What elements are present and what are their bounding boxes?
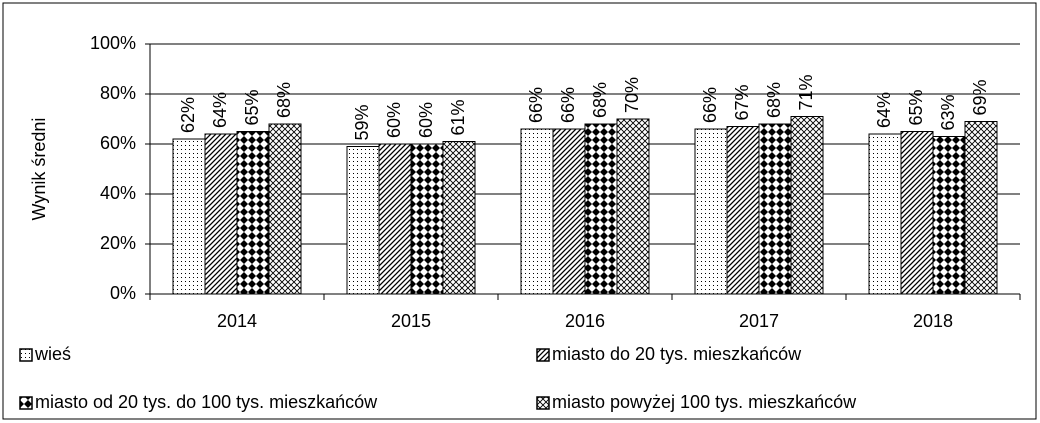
x-tick-label: 2016 bbox=[565, 311, 605, 331]
bar bbox=[790, 116, 824, 295]
bar bbox=[442, 141, 476, 295]
legend-label: miasto od 20 tys. do 100 tys. mieszkańcó… bbox=[35, 392, 378, 412]
bar bbox=[964, 121, 998, 295]
data-label: 62% bbox=[178, 97, 198, 133]
data-label: 65% bbox=[906, 89, 926, 125]
y-axis-title: Wynik średni bbox=[29, 118, 49, 221]
y-tick-label: 40% bbox=[100, 183, 136, 203]
bar bbox=[868, 133, 902, 295]
data-label: 67% bbox=[732, 84, 752, 120]
bar bbox=[694, 128, 728, 295]
y-tick-label: 80% bbox=[100, 83, 136, 103]
bar bbox=[268, 123, 302, 295]
data-label: 64% bbox=[210, 92, 230, 128]
data-label: 59% bbox=[352, 104, 372, 140]
bar bbox=[900, 131, 934, 295]
bar bbox=[172, 138, 206, 295]
data-label: 64% bbox=[874, 92, 894, 128]
data-label: 71% bbox=[796, 74, 816, 110]
data-label: 60% bbox=[416, 102, 436, 138]
bar bbox=[552, 128, 586, 295]
bar bbox=[410, 143, 444, 295]
legend-label: wieś bbox=[34, 344, 71, 364]
bar bbox=[726, 126, 760, 295]
bar bbox=[932, 136, 966, 295]
x-tick-label: 2015 bbox=[391, 311, 431, 331]
y-tick-label: 0% bbox=[110, 283, 136, 303]
legend-swatch bbox=[19, 396, 33, 410]
legend-swatch bbox=[19, 348, 33, 362]
bar bbox=[584, 123, 618, 295]
bar bbox=[204, 133, 238, 295]
data-label: 68% bbox=[590, 82, 610, 118]
data-label: 65% bbox=[242, 89, 262, 125]
x-tick-label: 2014 bbox=[217, 311, 257, 331]
bar bbox=[378, 143, 412, 295]
legend-label: miasto do 20 tys. mieszkańców bbox=[552, 344, 802, 364]
data-label: 68% bbox=[274, 82, 294, 118]
data-label: 60% bbox=[384, 102, 404, 138]
bar bbox=[236, 131, 270, 295]
legend-label: miasto powyżej 100 tys. mieszkańców bbox=[552, 392, 857, 412]
data-label: 69% bbox=[970, 79, 990, 115]
bar bbox=[520, 128, 554, 295]
data-label: 70% bbox=[622, 77, 642, 113]
x-tick-label: 2017 bbox=[739, 311, 779, 331]
bar bbox=[758, 123, 792, 295]
data-label: 66% bbox=[700, 87, 720, 123]
y-tick-label: 20% bbox=[100, 233, 136, 253]
data-label: 63% bbox=[938, 94, 958, 130]
y-tick-label: 60% bbox=[100, 133, 136, 153]
data-label: 61% bbox=[448, 99, 468, 135]
bar bbox=[346, 146, 380, 295]
data-label: 68% bbox=[764, 82, 784, 118]
legend-swatch bbox=[536, 396, 550, 410]
y-tick-label: 100% bbox=[90, 33, 136, 53]
x-tick-label: 2018 bbox=[913, 311, 953, 331]
legend-swatch bbox=[536, 348, 550, 362]
bar bbox=[616, 118, 650, 295]
data-label: 66% bbox=[526, 87, 546, 123]
data-label: 66% bbox=[558, 87, 578, 123]
